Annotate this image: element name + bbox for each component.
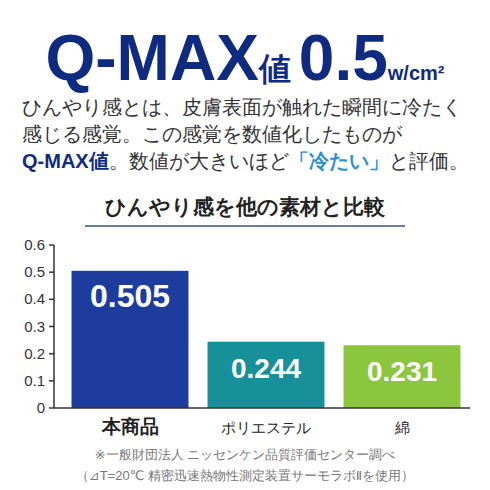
description-middle: 。数値が大きいほど [109, 150, 289, 172]
data-label: 0.244 [231, 353, 301, 384]
footnote: （⊿T=20℃ 精密迅速熱物性測定装置サーモラボⅡを使用） [76, 468, 415, 483]
x-tick-label: 綿 [394, 419, 410, 436]
y-tick-label: 0.6 [24, 236, 45, 253]
infographic: Q-MAX値0.5w/cm²ひんやり感とは、皮膚表面が触れた瞬間に冷たく感じる感… [0, 0, 490, 490]
description-quote: 「冷たい」 [289, 150, 389, 172]
headline-part: 値 [258, 51, 291, 87]
bar [344, 345, 461, 408]
labels: 0.505 本商品 0.244 ポリエステル 0.231 綿 [90, 278, 437, 437]
headline: Q-MAX値0.5w/cm² [46, 22, 445, 94]
bar [208, 342, 325, 408]
x-axis [54, 407, 470, 409]
headline-part: w/cm² [387, 62, 445, 84]
x-tick-label: 本商品 [101, 416, 159, 437]
description-line: Q-MAX値。数値が大きいほど「冷たい」と評価。 [22, 150, 469, 172]
y-tick-label: 0 [37, 399, 45, 416]
footnote: ※一般財団法人 ニッセンケン品質評価センター調べ [95, 447, 396, 462]
background [0, 0, 490, 490]
y-tick-label: 0.4 [24, 290, 45, 307]
headline-part: Q-MAX [46, 22, 260, 94]
description-line: 感じる感覚。この感覚を数値化したものが [22, 123, 403, 145]
chart-title: ひんやり感を他の素材と比較 [105, 195, 386, 218]
data-label: 0.505 [90, 278, 170, 314]
title-underline [85, 225, 405, 227]
description-end: と評価。 [389, 150, 469, 172]
y-tick-label: 0.2 [24, 345, 45, 362]
y-tick-label: 0.1 [24, 372, 45, 389]
headline-part: 0.5 [299, 22, 388, 94]
y-tick-label: 0.5 [24, 263, 45, 280]
y-axis [53, 245, 55, 408]
description-line: ひんやり感とは、皮膚表面が触れた瞬間に冷たく [22, 96, 462, 118]
bars [72, 271, 461, 408]
description-term: Q-MAX値 [22, 150, 109, 172]
x-tick-label: ポリエステル [221, 419, 311, 436]
bar [72, 271, 189, 408]
y-tick-label: 0.3 [24, 318, 45, 335]
data-label: 0.231 [367, 356, 437, 387]
